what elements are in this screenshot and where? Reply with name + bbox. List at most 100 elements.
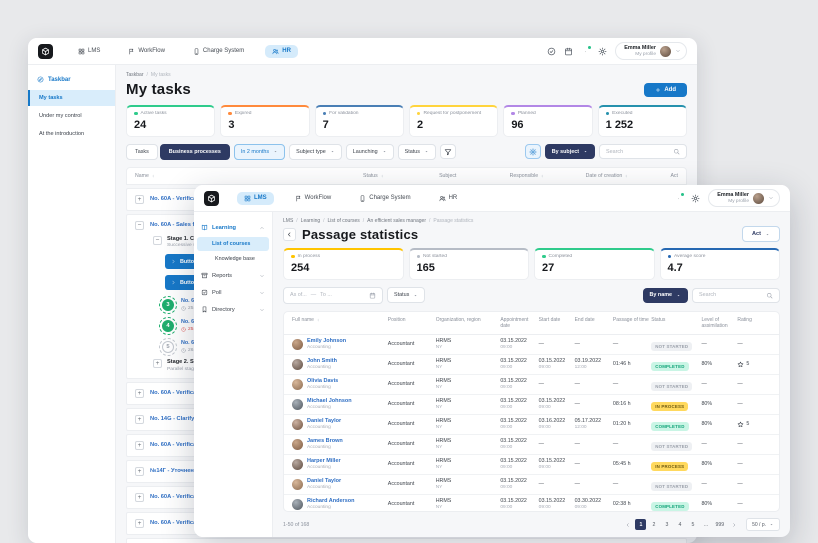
breadcrumb-item[interactable]: Learning [301,218,325,224]
status-cell: COMPLETED [651,355,701,373]
sort-icon[interactable] [380,173,385,179]
sort-by-subject-button[interactable]: By subject [545,144,595,159]
sidebar-item[interactable]: Under my control [28,108,115,124]
view-tab[interactable]: Tasks [126,144,158,160]
back-button[interactable] [283,228,296,241]
search-input[interactable] [699,292,766,298]
act-button[interactable]: Act [742,226,780,242]
sort-icon[interactable] [316,317,321,323]
sidebar-section[interactable]: Directory [194,301,272,318]
employee-name-link[interactable]: Michael Johnson [307,398,352,404]
employee-name-link[interactable]: Harper Miller [307,458,341,464]
next-page-button[interactable] [728,519,739,530]
sort-icon[interactable] [624,173,629,179]
nav-item[interactable]: WorkFlow [121,45,172,58]
profile-menu[interactable]: Emma Miller My profile [708,189,780,207]
employee-name-link[interactable]: Daniel Taylor [307,418,341,424]
per-page-select[interactable]: 50 / p. [746,518,780,531]
expand-row-button[interactable]: + [135,519,144,528]
status-dropdown[interactable]: Status [387,287,425,303]
sidebar-item[interactable]: At the introduction [28,126,115,142]
nav-item[interactable]: Charge System [186,45,251,58]
employee-name-link[interactable]: John Smith [307,358,337,364]
filter-dropdown[interactable]: Status [398,144,436,160]
column-header: Appointment date [500,317,538,330]
filter-funnel-button[interactable] [440,144,456,159]
sidebar-section-taskbar[interactable]: Taskbar [28,71,115,88]
page-button[interactable]: 999 [713,519,726,530]
breadcrumb-item[interactable]: Taskbar [126,72,148,78]
expand-row-button[interactable]: + [135,195,144,204]
filter-dropdown[interactable]: Subject type [289,144,342,160]
status-cell: COMPLETED [651,415,701,433]
sort-icon[interactable] [540,173,545,179]
nav-item[interactable]: Charge System [352,192,417,205]
page-button[interactable]: 4 [674,519,685,530]
sidebar-item[interactable]: My tasks [28,90,115,106]
employee-name-link[interactable]: Emily Johnson [307,338,346,344]
page-button[interactable]: 2 [648,519,659,530]
employee-name-link[interactable]: James Brown [307,438,343,444]
page-button[interactable]: 1 [635,519,646,530]
bell-icon[interactable] [674,194,683,203]
breadcrumb-item[interactable]: Passage statistics [433,218,473,224]
expand-row-button[interactable]: + [135,493,144,502]
expand-row-button[interactable]: + [135,467,144,476]
breadcrumb-item[interactable]: My tasks [151,72,171,78]
stat-value: 24 [134,119,207,131]
nav-item[interactable]: WorkFlow [288,192,339,205]
prev-page-button[interactable] [622,519,633,530]
bell-icon[interactable] [581,47,590,56]
column-header: Status [363,173,439,179]
breadcrumb-item[interactable]: An efficient sales manager [367,218,430,224]
passage-time-cell: — [613,341,651,347]
calendar-icon[interactable] [564,47,573,56]
expand-stage-button[interactable]: + [153,359,162,368]
settings-button[interactable] [525,144,541,159]
employee-name-link[interactable]: Olivia Davis [307,378,338,384]
check-circle-icon[interactable] [547,47,556,56]
breadcrumb-item[interactable]: List of courses [328,218,365,224]
profile-menu[interactable]: Emma Miller My profile [615,42,687,60]
sidebar-subitem[interactable]: List of courses [197,237,269,251]
app-logo[interactable] [204,191,219,206]
employee-name-link[interactable]: Richard Anderson [307,498,354,504]
collapse-row-button[interactable]: − [135,221,144,230]
filter-dropdown[interactable]: Launching [346,144,394,160]
page-button[interactable]: 5 [687,519,698,530]
sidebar-section[interactable]: Learning [194,219,272,236]
back-sidebar: Taskbar My tasks Under my control At the i… [28,65,116,543]
date-range-field[interactable]: As of... — To ... [283,287,383,304]
expand-row-button[interactable]: + [135,415,144,424]
filter-dropdown[interactable]: In 2 months [234,144,285,160]
page-button[interactable]: 3 [661,519,672,530]
nav-item[interactable]: LMS [237,192,274,205]
search-input[interactable] [606,149,673,155]
avatar [292,479,303,490]
employee-row: Olivia Davis Accounting Accountant HRMS … [284,375,779,395]
status-badge: COMPLETED [651,422,688,431]
employee-name-link[interactable]: Daniel Taylor [307,478,341,484]
front-action-icons [674,194,700,203]
sidebar-subitem[interactable]: Knowledge base [197,252,269,266]
add-button[interactable]: Add [644,83,687,97]
start-date-cell: — [539,481,575,488]
gear-icon[interactable] [598,47,607,56]
sidebar-section[interactable]: Poll [194,284,272,301]
nav-item[interactable]: LMS [71,45,107,58]
app-logo[interactable] [38,44,53,59]
nav-item[interactable]: HR [265,45,298,58]
start-date-cell: 03.15.2022 09:00 [539,458,575,470]
expand-row-button[interactable]: + [135,441,144,450]
sidebar-section[interactable]: Reports [194,267,272,284]
view-tab[interactable]: Business processes [160,144,230,160]
gear-icon[interactable] [691,194,700,203]
nav-item[interactable]: HR [432,192,465,205]
breadcrumb-item[interactable]: LMS [283,218,298,224]
expand-row-button[interactable]: + [135,389,144,398]
position-cell: Accountant [388,421,436,427]
sort-icon[interactable] [151,173,156,179]
caret-down-icon [583,149,588,154]
sort-by-name-button[interactable]: By name [643,288,688,303]
collapse-stage-button[interactable]: − [153,236,162,245]
